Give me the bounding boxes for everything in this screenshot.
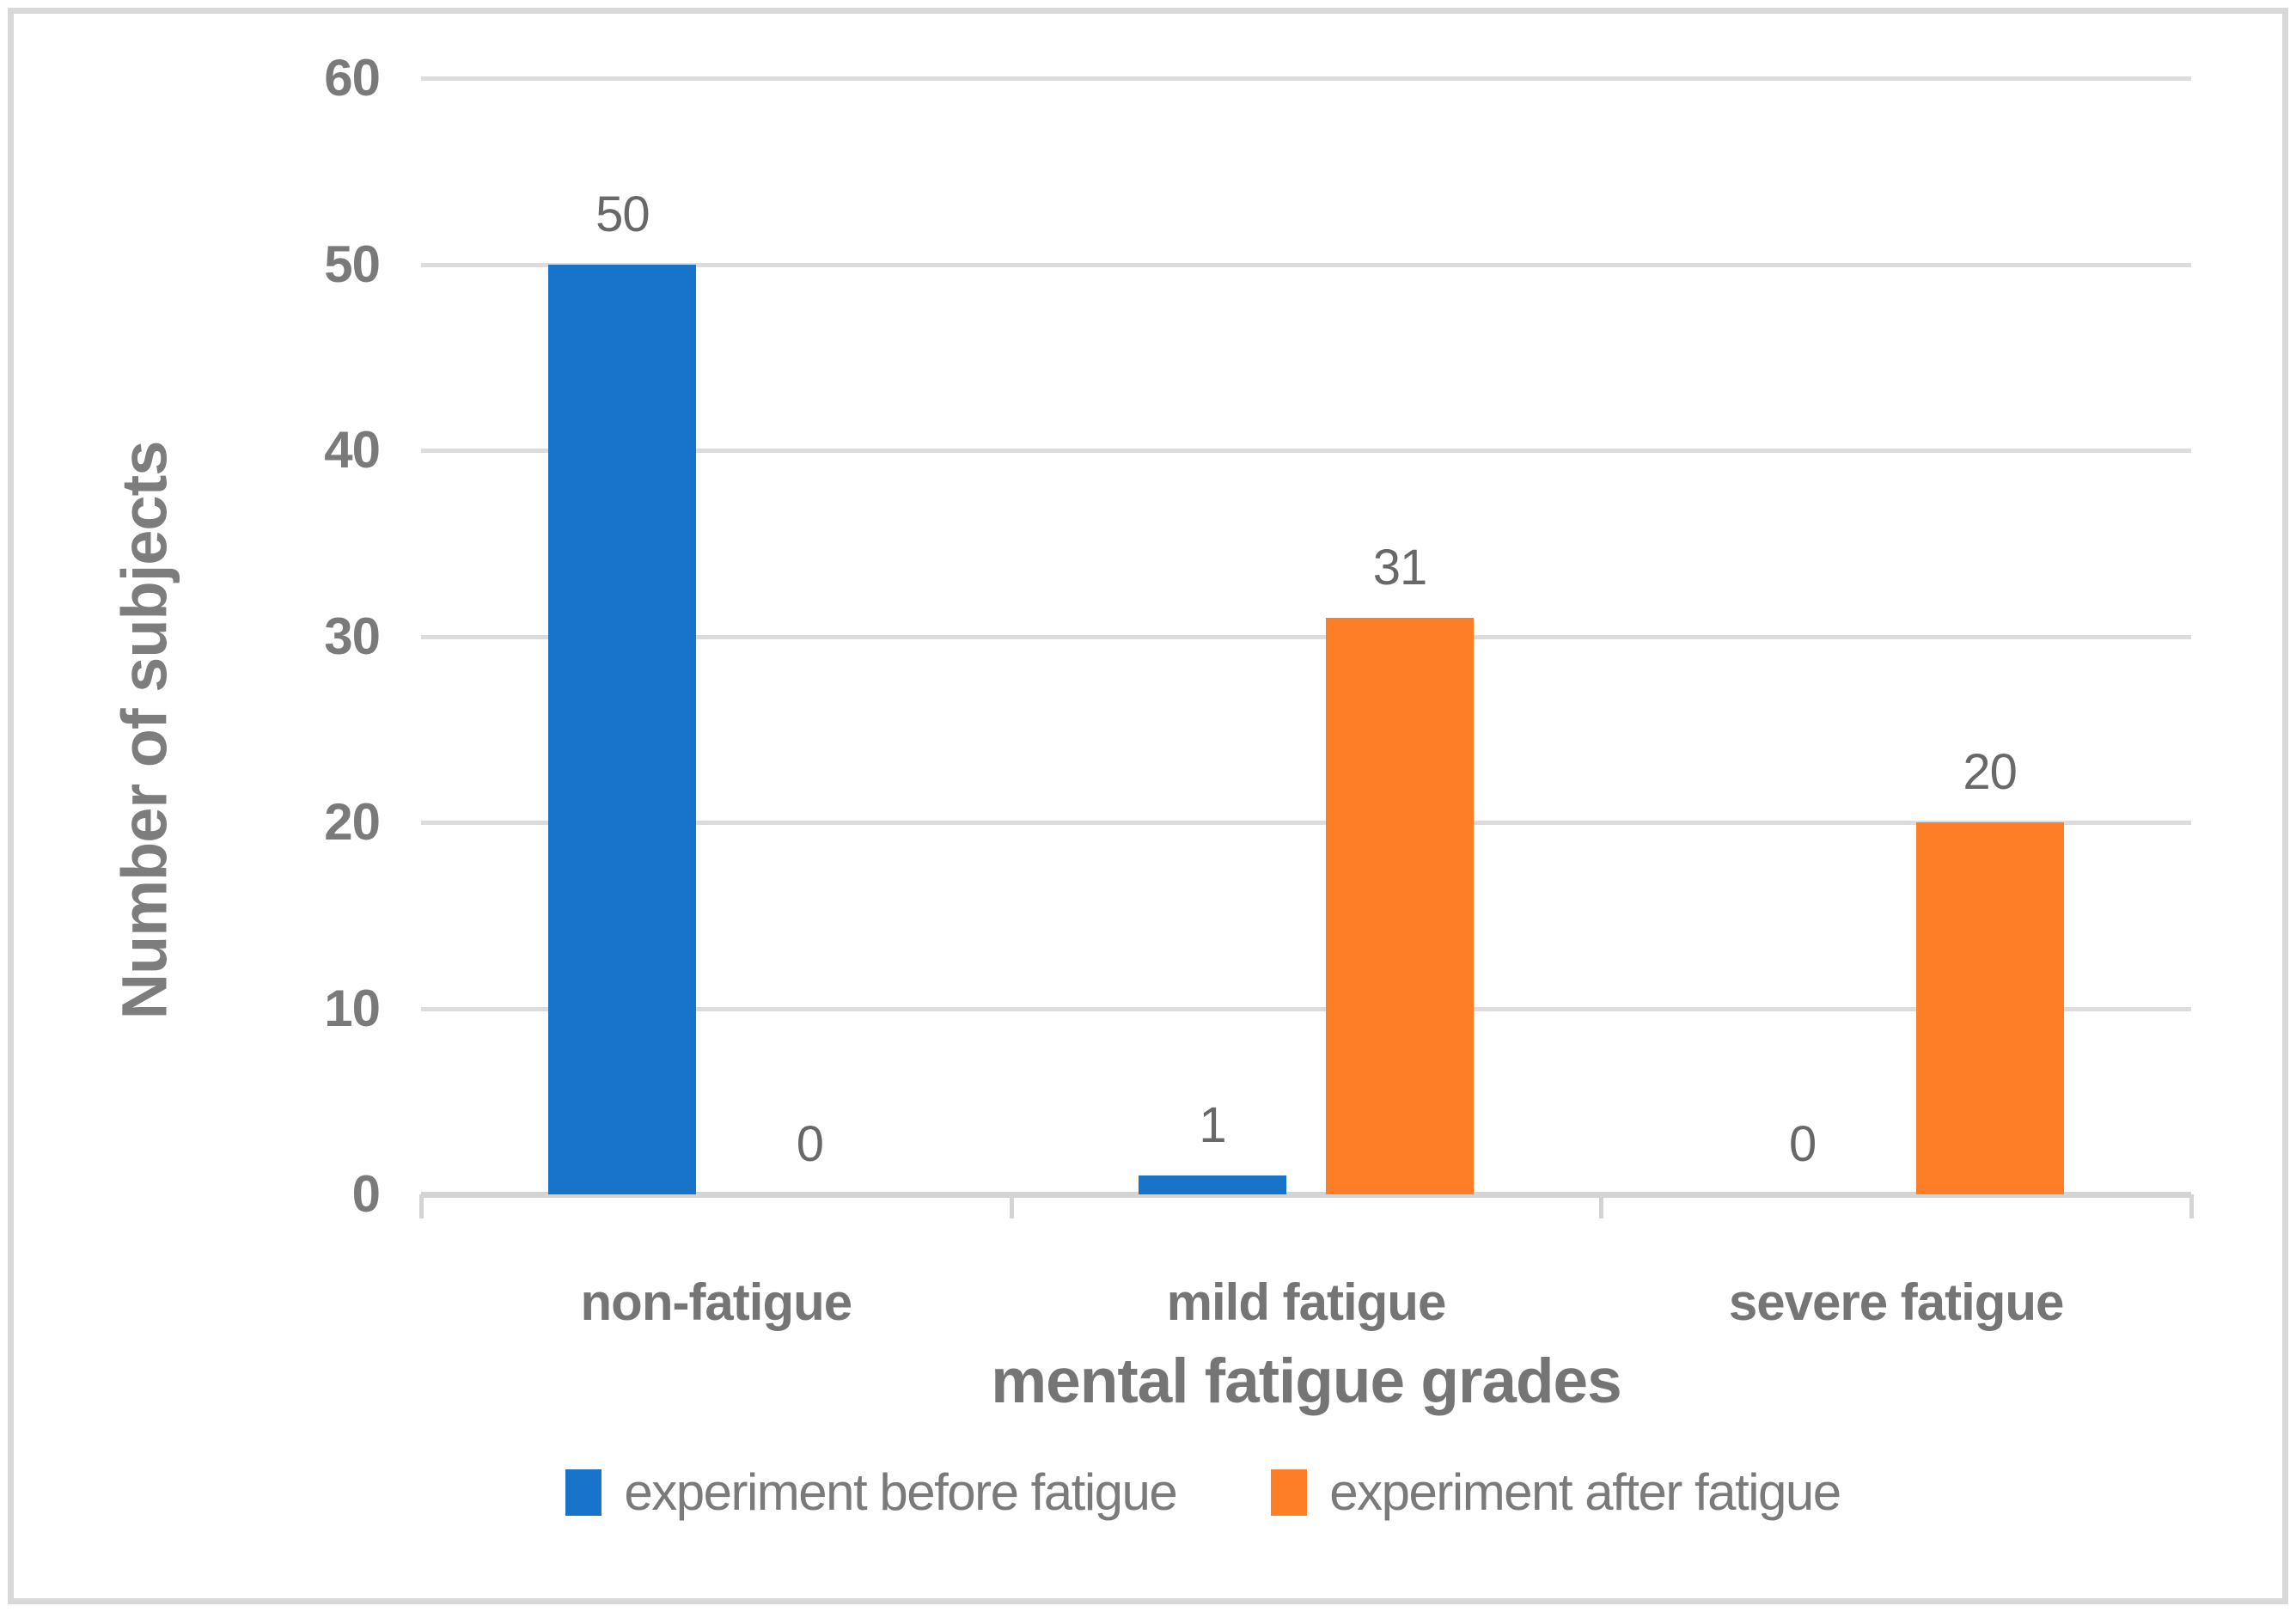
bar-value-label: 50: [595, 186, 650, 242]
gridline: [421, 1006, 2191, 1011]
bar-value-label: 1: [1199, 1097, 1226, 1154]
legend-label: experiment before fatigue: [624, 1463, 1177, 1521]
y-tick-label: 60: [324, 49, 381, 107]
gridline: [421, 821, 2191, 825]
y-tick-label: 20: [324, 793, 381, 851]
y-tick-label: 50: [324, 235, 381, 293]
gridline: [421, 262, 2191, 267]
legend-swatch-experiment-before-fatigue: [565, 1469, 602, 1516]
x-category-label-severe-fatigue: severe fatigue: [1728, 1273, 2065, 1331]
x-axis-tick: [419, 1194, 424, 1218]
x-category-label-mild-fatigue: mild fatigue: [1166, 1273, 1447, 1331]
gridline: [421, 76, 2191, 81]
y-tick-label: 30: [324, 607, 381, 665]
bar-value-label: 0: [1789, 1116, 1817, 1172]
y-tick-label: 10: [324, 979, 381, 1037]
x-axis-title: mental fatigue grades: [991, 1346, 1622, 1416]
x-axis-line: [421, 1192, 2191, 1198]
gridline: [421, 634, 2191, 639]
y-axis-title: Number of subjects: [108, 441, 180, 1020]
x-axis-tick: [1599, 1194, 1604, 1218]
gridline: [421, 449, 2191, 453]
legend-item-experiment-after-fatigue: experiment after fatigue: [1271, 1462, 1841, 1522]
x-category-label-non-fatigue: non-fatigue: [580, 1273, 853, 1331]
bar-experiment-after-fatigue-mild-fatigue: [1326, 617, 1474, 1194]
bar-experiment-before-fatigue-non-fatigue: [548, 264, 697, 1194]
bar-experiment-after-fatigue-severe-fatigue: [1915, 822, 2064, 1194]
bar-value-label: 0: [796, 1116, 824, 1172]
bar-value-label: 31: [1372, 539, 1428, 595]
legend-item-experiment-before-fatigue: experiment before fatigue: [565, 1462, 1178, 1522]
x-axis-tick: [1009, 1194, 1014, 1218]
bar-experiment-before-fatigue-mild-fatigue: [1139, 1175, 1286, 1194]
x-axis-tick: [2189, 1194, 2194, 1218]
legend-swatch-experiment-after-fatigue: [1271, 1469, 1308, 1516]
bar-value-label: 20: [1963, 744, 2018, 800]
y-tick-label: 0: [351, 1165, 381, 1223]
chart-border: [8, 8, 2288, 1604]
legend: experiment before fatigue experiment afte…: [344, 1462, 2062, 1522]
legend-label: experiment after fatigue: [1329, 1463, 1841, 1521]
y-tick-label: 40: [324, 421, 381, 479]
